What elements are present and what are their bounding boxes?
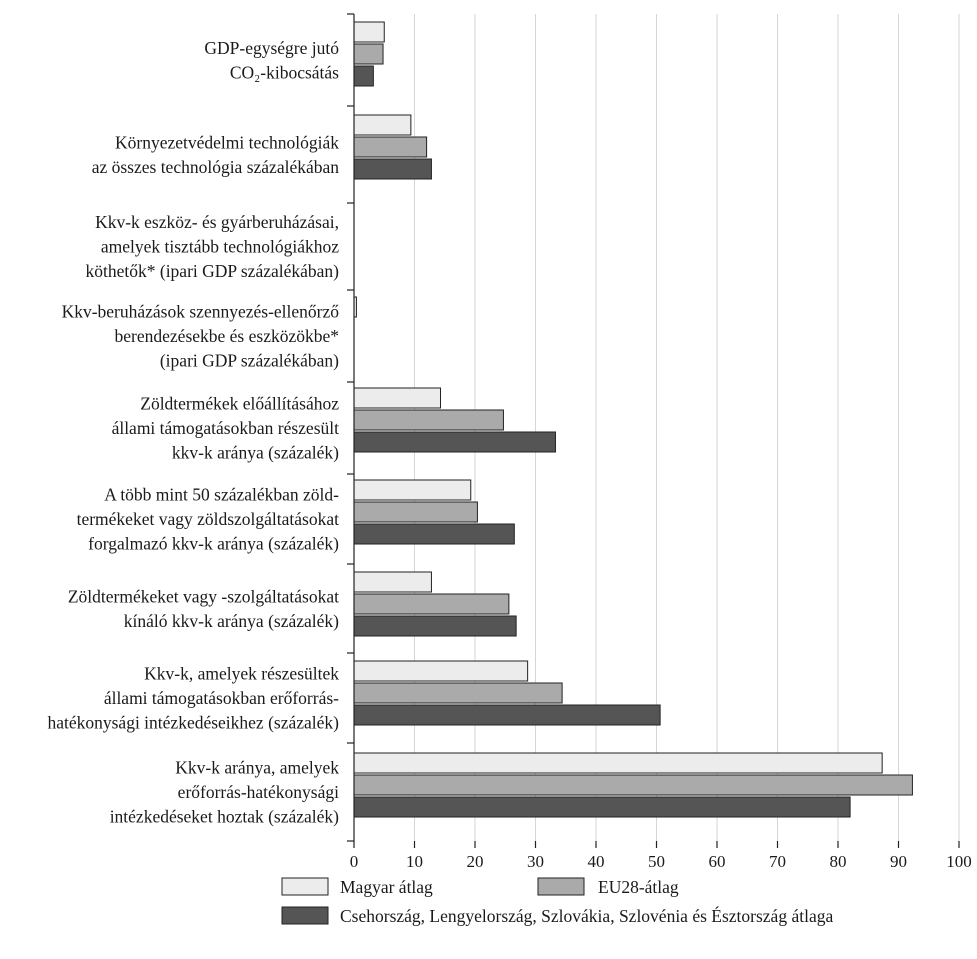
bar-series-1-category-2 xyxy=(353,114,412,136)
x-tick-label: 50 xyxy=(648,852,665,871)
category-label-5: Zöldtermékek előállításához xyxy=(140,394,339,414)
bar-series-2-category-5 xyxy=(353,409,504,431)
bar-series-1-category-5 xyxy=(353,387,442,409)
category-label-4: berendezésekbe és eszközökbe* xyxy=(115,326,339,346)
legend: Magyar átlag EU28-átlag Csehország, Lengye… xyxy=(281,877,833,926)
category-label-4: (ipari GDP százalékában) xyxy=(160,351,339,371)
category-label-6: forgalmazó kkv-k aránya (százalék) xyxy=(88,534,339,554)
legend-label-3: Csehország, Lengyelország, Szlovákia, Sz… xyxy=(340,906,833,926)
grid-layer xyxy=(414,14,960,841)
legend-label-1: Magyar átlag xyxy=(340,877,433,897)
x-tick-label: 10 xyxy=(406,852,423,871)
bar-series-1-category-6 xyxy=(353,479,472,501)
bar-series-2-category-6 xyxy=(353,501,478,523)
x-tick-label: 100 xyxy=(946,852,972,871)
category-label-1: GDP-egységre jutó xyxy=(204,38,339,58)
x-tick-label: 60 xyxy=(709,852,726,871)
x-tick-label: 20 xyxy=(467,852,484,871)
bar-series-1-category-7 xyxy=(353,571,432,593)
bar-series-1-category-9 xyxy=(353,752,883,774)
x-tick-label: 70 xyxy=(769,852,786,871)
category-label-5: állami támogatásokban részesült xyxy=(112,418,340,438)
bar-layer xyxy=(353,21,913,818)
category-label-8: állami támogatásokban erőforrás- xyxy=(104,688,339,708)
legend-swatch-2 xyxy=(537,877,585,896)
bar-series-2-category-7 xyxy=(353,593,510,615)
bar-series-3-category-6 xyxy=(353,523,515,545)
bar-series-2-category-8 xyxy=(353,682,563,704)
bar-series-1-category-1 xyxy=(353,21,385,43)
bar-series-3-category-7 xyxy=(353,615,517,637)
x-tick-label: 0 xyxy=(350,852,359,871)
category-label-2: Környezetvédelmi technológiák xyxy=(115,132,339,152)
category-label-7: Zöldtermékeket vagy -szolgáltatásokat xyxy=(68,586,339,606)
category-label-7: kínáló kkv-k aránya (százalék) xyxy=(124,611,339,631)
legend-label-2: EU28-átlag xyxy=(598,877,679,897)
category-label-5: kkv-k aránya (százalék) xyxy=(172,443,339,463)
bar-series-3-category-2 xyxy=(353,158,432,180)
category-label-4: Kkv-beruházások szennyezés-ellenőrző xyxy=(62,302,340,322)
category-labels: GDP-egységre jutó CO₂-kibocsátás Környezet… xyxy=(47,38,339,827)
category-label-8: hatékonysági intézkedéseikhez (százalék) xyxy=(47,713,339,733)
category-label-3: Kkv-k eszköz- és gyárberuházásai, xyxy=(95,212,339,232)
category-label-8: Kkv-k, amelyek részesültek xyxy=(144,664,339,684)
bar-series-2-category-2 xyxy=(353,136,428,158)
bar-series-3-category-9 xyxy=(353,796,851,818)
x-tick-label: 30 xyxy=(527,852,544,871)
bar-series-3-category-5 xyxy=(353,431,556,453)
x-tick-label: 90 xyxy=(890,852,907,871)
bar-series-2-category-1 xyxy=(353,43,384,65)
x-tick-label: 80 xyxy=(830,852,847,871)
category-label-2: az összes technológia százalékában xyxy=(92,157,340,177)
category-label-3: amelyek tisztább technológiákhoz xyxy=(101,237,339,257)
axis-layer: 0 10 20 30 40 50 60 70 80 90 100 xyxy=(347,13,972,871)
legend-swatch-1 xyxy=(281,877,329,896)
category-label-6: termékeket vagy zöldszolgáltatásokat xyxy=(77,509,340,529)
category-label-3: köthetők* (ipari GDP százalékában) xyxy=(86,261,340,281)
category-label-9: erőforrás-hatékonysági xyxy=(178,782,339,802)
bar-series-2-category-9 xyxy=(353,774,913,796)
category-label-9: Kkv-k aránya, amelyek xyxy=(175,758,339,778)
bar-series-3-category-1 xyxy=(353,65,374,87)
category-label-6: A több mint 50 százalékban zöld- xyxy=(104,485,339,505)
bar-series-1-category-8 xyxy=(353,660,529,682)
bar-series-3-category-8 xyxy=(353,704,661,726)
legend-swatch-3 xyxy=(281,906,329,925)
category-label-1: CO₂-kibocsátás xyxy=(230,62,339,82)
x-tick-label: 40 xyxy=(588,852,605,871)
category-label-9: intézkedéseket hoztak (százalék) xyxy=(110,807,339,827)
